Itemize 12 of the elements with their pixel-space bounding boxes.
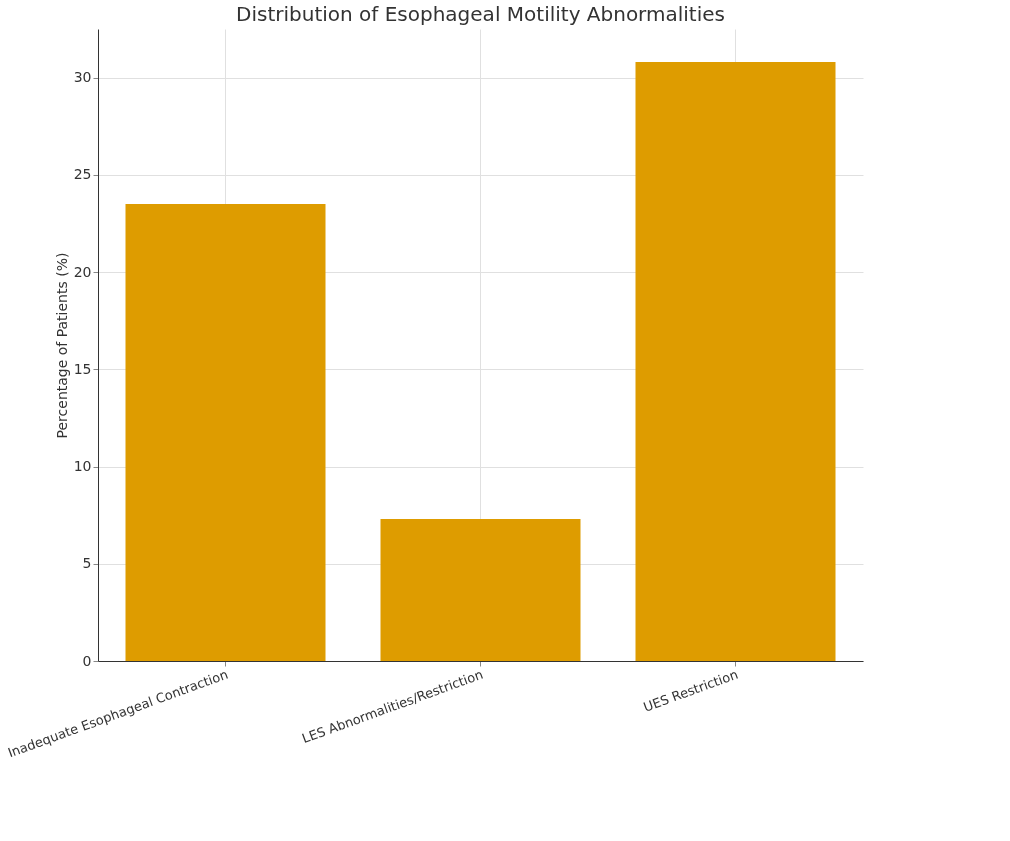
chart-title: Distribution of Esophageal Motility Abnormalities [236, 2, 725, 26]
y-tick-label: 5 [82, 555, 92, 572]
y-tick-label: 15 [73, 360, 92, 377]
y-tick-label: 0 [82, 652, 92, 669]
y-tick-label: 25 [73, 166, 92, 183]
y-axis-title: Percentage of Patients (%) [53, 252, 70, 439]
bar [125, 204, 326, 661]
y-tick-label: 30 [73, 69, 92, 86]
y-tick-label: 20 [73, 263, 92, 280]
y-tick-label: 10 [73, 458, 92, 475]
bar [380, 519, 581, 661]
bar [635, 62, 836, 661]
